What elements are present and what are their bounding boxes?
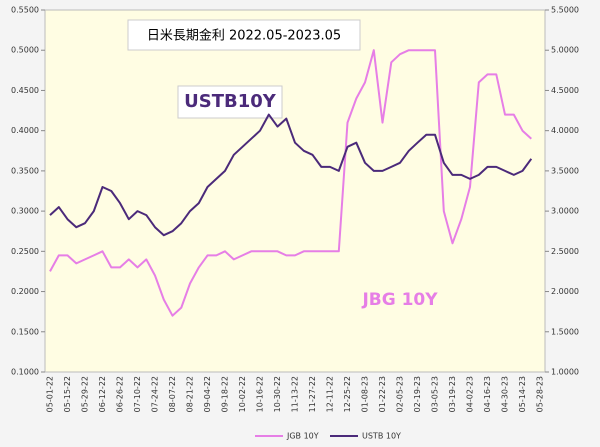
y-tick-label: 0.2500 [11, 247, 39, 256]
x-tick-label: 06-26-22 [116, 376, 125, 412]
x-tick-label: 03-19-23 [448, 376, 457, 412]
y-tick-label: 0.3000 [11, 207, 39, 216]
chart-title: 日米長期金利 2022.05-2023.05 [147, 28, 341, 44]
y2-tick-label: 2.5000 [551, 247, 579, 256]
y-tick-label: 0.1500 [11, 327, 39, 336]
x-tick-label: 07-24-22 [151, 376, 160, 412]
x-tick-label: 10-16-22 [256, 376, 265, 412]
x-tick-label: 12-25-22 [343, 376, 352, 412]
y-tick-label: 0.4500 [11, 86, 39, 95]
annotation: USTB10Y [184, 91, 277, 112]
annotation: JBG 10Y [361, 290, 438, 310]
y2-tick-label: 4.5000 [551, 86, 579, 95]
series-line [49, 49, 532, 317]
y2-tick-label: 3.5000 [551, 166, 579, 175]
legend-label: JGB 10Y [286, 432, 319, 441]
x-tick-label: 02-19-23 [413, 376, 422, 412]
x-tick-label: 10-30-22 [273, 376, 282, 412]
x-tick-label: 04-16-23 [483, 376, 492, 412]
x-tick-label: 09-18-22 [221, 376, 230, 412]
annotation-box [177, 85, 283, 119]
y-tick-label: 0.5000 [11, 46, 39, 55]
y-tick-label: 0.4000 [11, 126, 39, 135]
x-tick-label: 03-05-23 [431, 376, 440, 412]
x-tick-label: 08-21-22 [186, 376, 195, 412]
x-tick-label: 05-15-22 [63, 376, 72, 412]
x-tick-label: 05-01-22 [46, 376, 55, 412]
plot-area [44, 9, 546, 373]
y2-tick-label: 2.0000 [551, 287, 579, 296]
y2-tick-label: 1.5000 [551, 327, 579, 336]
x-tick-label: 08-07-22 [168, 376, 177, 412]
x-tick-label: 01-22-23 [378, 376, 387, 412]
x-tick-label: 02-05-23 [396, 376, 405, 412]
series-line [49, 113, 533, 237]
x-tick-label: 09-04-22 [203, 376, 212, 412]
y2-tick-label: 5.0000 [551, 46, 579, 55]
x-tick-label: 05-14-23 [518, 376, 527, 412]
x-tick-label: 06-12-22 [98, 376, 107, 412]
x-tick-label: 01-08-23 [361, 376, 370, 412]
title-box [127, 19, 361, 51]
x-tick-label: 11-13-22 [291, 376, 300, 412]
y-tick-label: 0.5500 [11, 6, 39, 15]
x-tick-label: 11-27-22 [308, 376, 317, 412]
x-tick-label: 05-28-23 [536, 376, 545, 412]
y2-tick-label: 5.5000 [551, 6, 579, 15]
x-tick-label: 04-30-23 [501, 376, 510, 412]
legend-label: USTB 10Y [362, 432, 401, 441]
x-tick-label: 04-02-23 [466, 376, 475, 412]
x-tick-label: 12-11-22 [326, 376, 335, 412]
x-tick-label: 10-02-22 [238, 376, 247, 412]
y-tick-label: 0.2000 [11, 287, 39, 296]
y2-tick-label: 1.0000 [551, 368, 579, 377]
x-tick-label: 07-10-22 [133, 376, 142, 412]
y-tick-label: 0.1000 [11, 368, 39, 377]
y2-tick-label: 3.0000 [551, 207, 579, 216]
y2-tick-label: 4.0000 [551, 126, 579, 135]
x-tick-label: 05-29-22 [81, 376, 90, 412]
y-tick-label: 0.3500 [11, 166, 39, 175]
